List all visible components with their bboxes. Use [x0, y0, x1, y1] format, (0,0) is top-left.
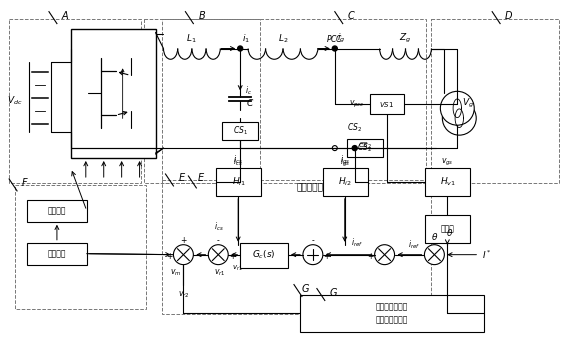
Bar — [300, 295, 484, 332]
Text: +: + — [324, 252, 330, 261]
Text: $CS_2$: $CS_2$ — [347, 122, 362, 135]
Bar — [163, 19, 426, 183]
Text: $v_{pcc}$: $v_{pcc}$ — [349, 99, 365, 110]
Text: F: F — [22, 178, 28, 188]
Text: $i_{cs}$: $i_{cs}$ — [233, 156, 243, 168]
Text: E: E — [197, 173, 204, 183]
Circle shape — [238, 46, 243, 51]
Text: $PCC$: $PCC$ — [326, 33, 344, 44]
Text: $i_{ref}$: $i_{ref}$ — [350, 236, 363, 249]
Text: -: - — [217, 236, 219, 245]
Text: $CS_2$: $CS_2$ — [357, 142, 372, 154]
Text: $i_1$: $i_1$ — [242, 32, 250, 45]
Text: $i_{ref}$: $i_{ref}$ — [408, 238, 421, 251]
Text: 电流控制器: 电流控制器 — [297, 184, 323, 193]
Text: $i_{gs}$: $i_{gs}$ — [340, 156, 350, 169]
Circle shape — [303, 245, 323, 265]
Bar — [216, 168, 261, 196]
Bar — [323, 168, 367, 196]
Text: $H_{i2}$: $H_{i2}$ — [338, 176, 352, 188]
Text: $v_{r2}$: $v_{r2}$ — [177, 289, 189, 300]
Text: $L_1$: $L_1$ — [186, 32, 197, 45]
Bar — [425, 168, 470, 196]
Text: $VS1$: $VS1$ — [379, 100, 394, 109]
Bar — [163, 180, 431, 314]
Bar — [27, 200, 87, 222]
Text: $CS_2$: $CS_2$ — [358, 141, 371, 151]
Text: G: G — [302, 284, 310, 294]
Text: $V_g$: $V_g$ — [462, 97, 474, 110]
Bar — [15, 185, 146, 309]
Text: $\theta$: $\theta$ — [431, 231, 438, 242]
Text: B: B — [198, 11, 205, 21]
Text: $Z_g$: $Z_g$ — [399, 32, 412, 45]
Text: $I^*$: $I^*$ — [483, 248, 492, 261]
Circle shape — [442, 101, 476, 135]
Circle shape — [352, 146, 357, 150]
Circle shape — [425, 245, 445, 265]
Text: -: - — [311, 236, 314, 245]
Bar — [240, 243, 288, 268]
Text: +: + — [367, 252, 374, 261]
Bar — [425, 215, 470, 243]
Text: A: A — [62, 11, 69, 21]
Text: 比较单元: 比较单元 — [48, 249, 66, 258]
Circle shape — [332, 46, 337, 51]
Text: $v_{gs}$: $v_{gs}$ — [441, 157, 454, 168]
Bar — [431, 19, 559, 183]
Text: $V_{dc}$: $V_{dc}$ — [7, 94, 23, 107]
Text: $G_c(s)$: $G_c(s)$ — [252, 249, 276, 262]
Text: $CS_1$: $CS_1$ — [232, 125, 248, 137]
Circle shape — [375, 245, 395, 265]
Text: 锁相环: 锁相环 — [441, 224, 455, 233]
Text: 低次谐波选择器: 低次谐波选择器 — [376, 315, 408, 324]
Text: C: C — [348, 11, 354, 21]
Text: +: + — [180, 236, 187, 245]
Bar — [27, 243, 87, 265]
Bar — [143, 19, 260, 183]
Text: $v_{r1}$: $v_{r1}$ — [214, 267, 226, 278]
Bar — [370, 94, 404, 114]
Text: $i_{cs}$: $i_{cs}$ — [214, 220, 224, 233]
Text: $v_{r1}$: $v_{r1}$ — [232, 264, 243, 273]
Bar — [347, 139, 383, 157]
Text: $\theta$: $\theta$ — [446, 227, 453, 238]
Text: $i_g$: $i_g$ — [337, 32, 345, 45]
Text: $C$: $C$ — [246, 97, 255, 108]
Text: $i_{gs}$: $i_{gs}$ — [340, 154, 350, 167]
Text: 驱动信号: 驱动信号 — [48, 206, 66, 215]
Text: $i_c$: $i_c$ — [245, 84, 252, 97]
Text: D: D — [505, 11, 513, 21]
Circle shape — [208, 245, 229, 265]
Text: 并网耦合点电压: 并网耦合点电压 — [376, 303, 408, 312]
Bar — [71, 29, 155, 158]
Text: $L_2$: $L_2$ — [278, 32, 288, 45]
Text: $i_{cs}$: $i_{cs}$ — [233, 154, 243, 166]
Text: +: + — [166, 252, 172, 261]
Text: $H_{i1}$: $H_{i1}$ — [232, 176, 246, 188]
Text: $v_m$: $v_m$ — [170, 267, 181, 278]
Text: E: E — [179, 173, 184, 183]
Text: G: G — [330, 287, 337, 297]
Text: +: + — [229, 252, 235, 261]
Text: $H_{v1}$: $H_{v1}$ — [440, 176, 456, 188]
Circle shape — [174, 245, 193, 265]
Circle shape — [441, 91, 474, 125]
Bar — [9, 19, 141, 183]
Bar — [222, 122, 258, 140]
